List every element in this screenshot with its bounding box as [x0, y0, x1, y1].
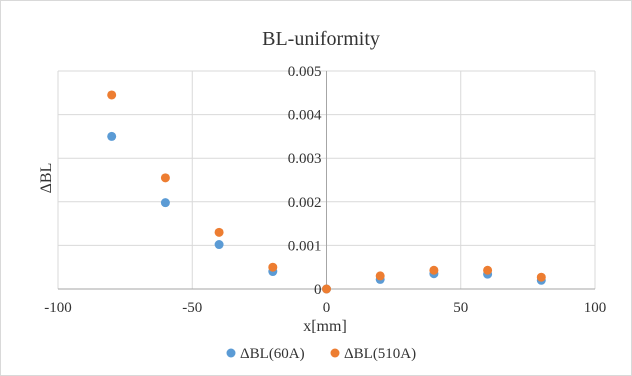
- legend-marker-series-2: [330, 348, 340, 358]
- data-point-series-2: [107, 90, 117, 100]
- y-axis-title: ΔBL: [38, 163, 55, 194]
- data-point-series-2: [214, 227, 224, 237]
- y-tick-label: 0.003: [288, 151, 322, 167]
- data-point-series-2: [375, 271, 385, 281]
- y-tick-label: 0.002: [288, 195, 322, 211]
- chart-title: BL-uniformity: [262, 28, 380, 50]
- y-tick-label: 0.001: [288, 238, 322, 254]
- legend-label-series-2: ΔBL(510A): [344, 346, 416, 362]
- data-point-series-2: [536, 272, 546, 282]
- y-tick-label: 0: [314, 282, 322, 298]
- data-point-series-1: [107, 131, 117, 141]
- x-tick-label: -50: [182, 300, 202, 316]
- legend-label-series-1: ΔBL(60A): [240, 346, 305, 362]
- x-tick-label: 100: [584, 300, 607, 316]
- axes: [58, 71, 595, 290]
- x-axis-title: x[mm]: [303, 318, 347, 335]
- data-point-series-1: [214, 240, 224, 250]
- y-tick-labels: 0 0.001 0.002 0.003 0.004 0.005: [288, 64, 322, 298]
- data-point-series-2: [483, 265, 493, 275]
- x-tick-labels: -100 -50 0 50 100: [44, 300, 606, 316]
- x-tick-label: -100: [44, 300, 72, 316]
- data-point-series-2: [268, 262, 278, 272]
- legend: ΔBL(60A) ΔBL(510A): [226, 346, 416, 362]
- data-point-series-2: [429, 265, 439, 275]
- data-point-series-2: [322, 284, 331, 294]
- legend-marker-series-1: [226, 348, 236, 358]
- x-tick-label: 0: [323, 300, 331, 316]
- x-tick-label: 50: [453, 300, 468, 316]
- data-point-series-1: [160, 198, 170, 208]
- data-points: [107, 90, 546, 294]
- y-tick-label: 0.005: [288, 64, 322, 80]
- y-tick-label: 0.004: [288, 108, 322, 124]
- data-point-series-2: [160, 173, 170, 183]
